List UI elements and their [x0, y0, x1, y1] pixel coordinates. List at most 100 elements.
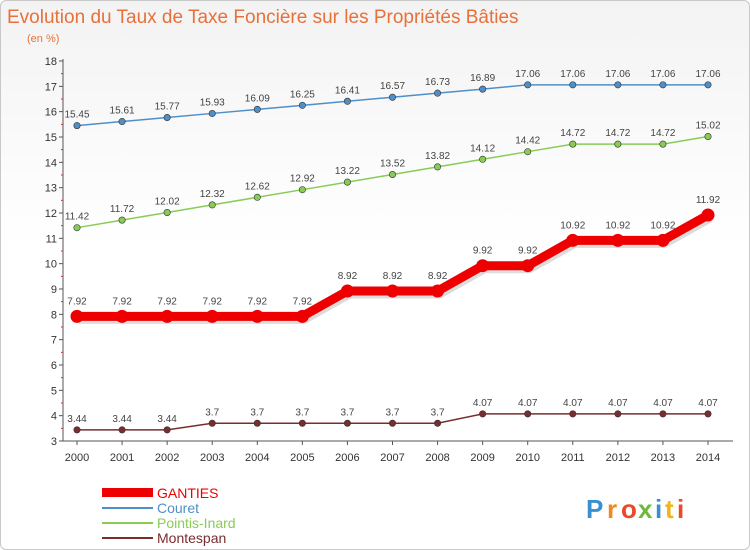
data-label: 10.92 — [560, 220, 585, 231]
data-point — [208, 109, 216, 117]
data-point — [434, 163, 442, 171]
data-label: 17.06 — [560, 69, 585, 80]
y-tick-label: 10 — [45, 259, 57, 271]
logo-letter: i — [655, 494, 662, 524]
data-label: 4.07 — [608, 398, 628, 409]
data-point — [388, 419, 396, 427]
data-label: 16.41 — [335, 85, 360, 96]
data-point — [118, 118, 126, 126]
logo-letter: x — [638, 494, 653, 524]
data-label: 16.09 — [245, 93, 270, 104]
data-label: 7.92 — [112, 296, 132, 307]
data-label: 11.42 — [65, 212, 90, 223]
y-tick-label: 7 — [51, 335, 57, 347]
data-label: 12.92 — [290, 174, 315, 185]
data-label: 11.72 — [110, 204, 135, 215]
data-point — [253, 419, 261, 427]
data-point — [208, 419, 216, 427]
data-point — [479, 85, 487, 93]
series-layer — [70, 81, 715, 434]
data-label: 9.92 — [518, 246, 538, 257]
data-point — [73, 426, 81, 434]
y-tick-label: 18 — [45, 56, 57, 68]
data-point — [704, 81, 712, 89]
data-point — [569, 81, 577, 89]
data-label: 4.07 — [563, 398, 583, 409]
x-tick-label: 2011 — [561, 452, 585, 464]
data-point — [298, 419, 306, 427]
data-point — [250, 309, 264, 323]
y-tick-label: 12 — [45, 208, 57, 220]
series-couret — [73, 81, 712, 130]
x-tick-label: 2012 — [606, 452, 630, 464]
series-pointis-inard — [73, 132, 712, 232]
data-label: 8.92 — [383, 271, 403, 282]
data-label: 8.92 — [428, 271, 448, 282]
chart-title: Evolution du Taux de Taxe Foncière sur l… — [7, 7, 519, 28]
data-point — [659, 140, 667, 148]
y-tick-label: 3 — [51, 436, 57, 448]
data-point — [73, 122, 81, 130]
y-tick-label: 14 — [45, 157, 57, 169]
data-label: 11.92 — [696, 195, 721, 206]
x-tick-label: 2008 — [425, 452, 449, 464]
data-point — [160, 309, 174, 323]
series-ganties — [70, 208, 715, 324]
data-point — [614, 81, 622, 89]
data-point — [614, 410, 622, 418]
data-point — [611, 233, 625, 247]
data-point — [73, 224, 81, 232]
logo-letter: r — [607, 494, 617, 524]
data-point — [476, 259, 490, 273]
data-label: 4.07 — [473, 398, 493, 409]
data-point — [521, 259, 535, 273]
data-point — [524, 81, 532, 89]
logo-letter: i — [677, 494, 684, 524]
series-line — [76, 135, 709, 229]
data-point — [434, 89, 442, 97]
x-tick-label: 2000 — [65, 452, 89, 464]
x-tick-label: 2010 — [515, 452, 539, 464]
data-point — [295, 309, 309, 323]
data-label: 14.72 — [560, 128, 585, 139]
data-label: 14.72 — [605, 128, 630, 139]
data-label: 8.92 — [338, 271, 358, 282]
x-tick-label: 2003 — [200, 452, 224, 464]
data-label: 7.92 — [293, 296, 313, 307]
data-label: 17.06 — [650, 69, 675, 80]
data-label: 3.7 — [295, 407, 309, 418]
data-point — [163, 113, 171, 121]
data-point — [298, 186, 306, 194]
logo-letter: t — [665, 494, 674, 524]
x-tick-label: 2014 — [696, 452, 720, 464]
x-tick-label: 2004 — [245, 452, 269, 464]
data-labels: 15.45 15.61 15.77 15.93 16.09 16.25 16.41 16.57… — [64, 69, 720, 425]
data-label: 4.07 — [698, 398, 718, 409]
x-tick-label: 2009 — [470, 452, 494, 464]
data-point — [659, 81, 667, 89]
data-point — [298, 101, 306, 109]
data-point — [343, 178, 351, 186]
data-label: 13.52 — [380, 158, 405, 169]
data-label: 16.25 — [290, 89, 315, 100]
data-point — [343, 97, 351, 105]
data-label: 16.89 — [470, 73, 495, 84]
legend-label: Montespan — [157, 530, 226, 546]
legend-label: Pointis-Inard — [157, 515, 236, 531]
data-label: 15.93 — [200, 97, 225, 108]
data-point — [343, 419, 351, 427]
y-tick-label: 11 — [46, 233, 57, 245]
x-tick-label: 2013 — [651, 452, 675, 464]
data-point — [386, 284, 399, 298]
data-point — [656, 233, 670, 247]
data-label: 14.12 — [470, 143, 495, 154]
data-point — [115, 309, 129, 323]
data-label: 3.7 — [250, 407, 264, 418]
data-point — [163, 208, 171, 216]
data-label: 7.92 — [157, 296, 177, 307]
data-label: 16.57 — [380, 81, 405, 92]
data-label: 15.02 — [695, 120, 720, 131]
